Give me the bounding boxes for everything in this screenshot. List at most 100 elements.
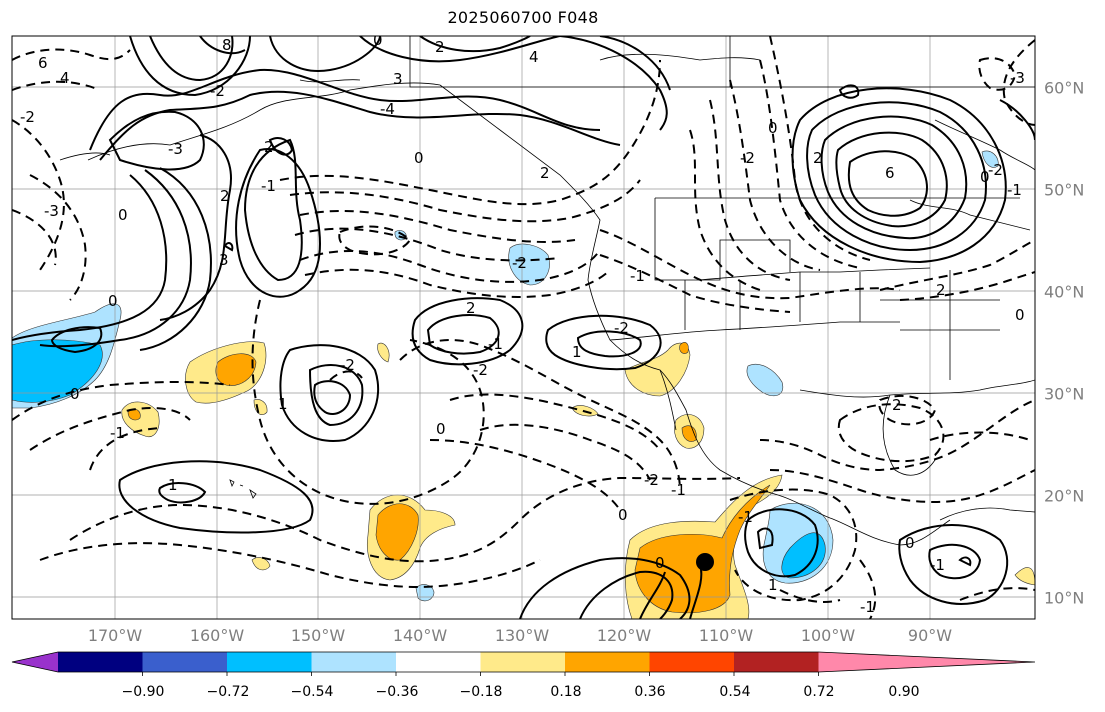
colorbar-tick-label: −0.36 <box>375 684 419 700</box>
shaded-anomaly-regions <box>12 150 1035 619</box>
contour-label: 4 <box>529 48 539 66</box>
colorbar-swatch <box>58 652 143 672</box>
marker-dot <box>696 553 714 571</box>
negative-contour-lines <box>12 36 1035 619</box>
colorbar-extend-left <box>12 652 58 672</box>
positive-anomaly-region <box>215 353 257 386</box>
contour-label: -2 <box>614 319 629 337</box>
positive-anomaly-region <box>377 342 390 363</box>
contour-label: -1 <box>671 481 686 499</box>
lon-label: 110°W <box>698 626 754 645</box>
colorbar-swatch <box>142 652 228 672</box>
colorbar-swatch <box>734 652 819 672</box>
colorbar-outline <box>11 651 1036 673</box>
negative-anomaly-region <box>508 243 550 286</box>
lon-label: 130°W <box>494 626 550 645</box>
contour-label: 1 <box>278 395 288 413</box>
graticule <box>12 36 1035 619</box>
lon-label: 140°W <box>392 626 448 645</box>
contour-label: -1 <box>860 598 875 616</box>
contour-label: 0 <box>373 31 383 49</box>
lon-label: 90°W <box>907 626 953 645</box>
contour-label: 6 <box>885 164 895 182</box>
map-frame <box>11 35 1036 620</box>
contour-label: -1 <box>488 335 503 353</box>
contour-label: -2 <box>988 161 1003 179</box>
contour-label: 0 <box>118 206 128 224</box>
contour-label: -3 <box>168 140 183 158</box>
lat-label: 30°N <box>1044 384 1085 404</box>
colorbar-tick-label: −0.18 <box>459 684 503 700</box>
contour-label: -1 <box>738 508 753 526</box>
colorbar-tick-label: −0.90 <box>121 684 165 700</box>
map-plot-area: 6 4 8 2 0 -2 3 4 -2 -4 -3 2 0 -3 2 -1 3 … <box>12 31 1035 619</box>
lat-label: 20°N <box>1044 486 1085 506</box>
contour-label: 0 <box>618 506 628 524</box>
negative-anomaly-region <box>981 150 999 168</box>
contour-label: -1 <box>110 424 125 442</box>
contour-label: 2 <box>936 281 946 299</box>
contour-label: 8 <box>222 36 232 54</box>
lat-label: 50°N <box>1044 180 1085 200</box>
colorbar-swatch <box>311 652 397 672</box>
contour-label: 3 <box>219 251 229 269</box>
contour-label: 1 <box>168 476 178 494</box>
positive-anomaly-region <box>253 399 268 415</box>
colorbar-tick-label: −0.54 <box>290 684 334 700</box>
positive-anomaly-region <box>679 342 689 354</box>
colorbar-tick-label: 0.18 <box>550 684 582 700</box>
colorbar-swatch <box>227 652 312 672</box>
colorbar-tick-label: 0.90 <box>888 684 920 700</box>
contour-label: -2 <box>20 108 35 126</box>
positive-anomaly-region <box>251 557 271 571</box>
positive-anomaly-region <box>1014 567 1035 586</box>
contour-label: -2 <box>740 149 755 167</box>
contour-label: 2 <box>220 187 230 205</box>
colorbar-tick-label: −0.72 <box>206 684 250 700</box>
lat-label: 60°N <box>1044 78 1085 98</box>
contour-label: -1 <box>930 556 945 574</box>
contour-label: 2 <box>435 38 445 56</box>
map-title: 2025060700 F048 <box>447 8 599 27</box>
colorbar-tick-label: 0.36 <box>634 684 666 700</box>
contour-label: -2 <box>340 356 355 374</box>
lon-label: 120°W <box>596 626 652 645</box>
negative-anomaly-region <box>12 339 103 403</box>
negative-anomaly-region <box>781 532 826 579</box>
contour-labels: 6 4 8 2 0 -2 3 4 -2 -4 -3 2 0 -3 2 -1 3 … <box>20 31 1025 616</box>
positive-anomaly-region <box>634 484 771 614</box>
contour-label: -1 <box>261 177 276 195</box>
contour-label: -2 <box>210 82 225 100</box>
contour-label: 3 <box>393 70 403 88</box>
contour-label: 2 <box>264 138 274 156</box>
lon-label: 160°W <box>189 626 245 645</box>
lon-label: 170°W <box>87 626 143 645</box>
contour-label: 1 <box>768 576 778 594</box>
coastlines-and-borders <box>59 36 1035 546</box>
contour-label: 2 <box>540 164 550 182</box>
colorbar <box>11 651 1036 676</box>
contour-label: -1 <box>630 267 645 285</box>
contour-label: 0 <box>768 119 778 137</box>
contour-label: 4 <box>60 69 70 87</box>
contour-label: -3 <box>1010 69 1025 87</box>
contour-label: 2 <box>813 149 823 167</box>
contour-label: -2 <box>512 254 527 272</box>
colorbar-swatch <box>396 652 481 672</box>
lon-label: 150°W <box>290 626 346 645</box>
negative-anomaly-region <box>746 363 784 397</box>
colorbar-swatch <box>565 652 650 672</box>
positive-anomaly-region <box>375 503 419 561</box>
contour-label: 2 <box>892 396 902 414</box>
contour-label: -3 <box>44 202 59 220</box>
colorbar-swatch <box>649 652 735 672</box>
contour-label: -2 <box>644 471 659 489</box>
contour-label: 0 <box>108 292 118 310</box>
colorbar-tick-label: 0.72 <box>803 684 835 700</box>
colorbar-extend-right <box>818 652 1035 672</box>
contour-label: 0 <box>655 554 665 572</box>
contour-label: 1 <box>572 343 582 361</box>
contour-label: 0 <box>414 149 424 167</box>
colorbar-swatch <box>480 652 566 672</box>
